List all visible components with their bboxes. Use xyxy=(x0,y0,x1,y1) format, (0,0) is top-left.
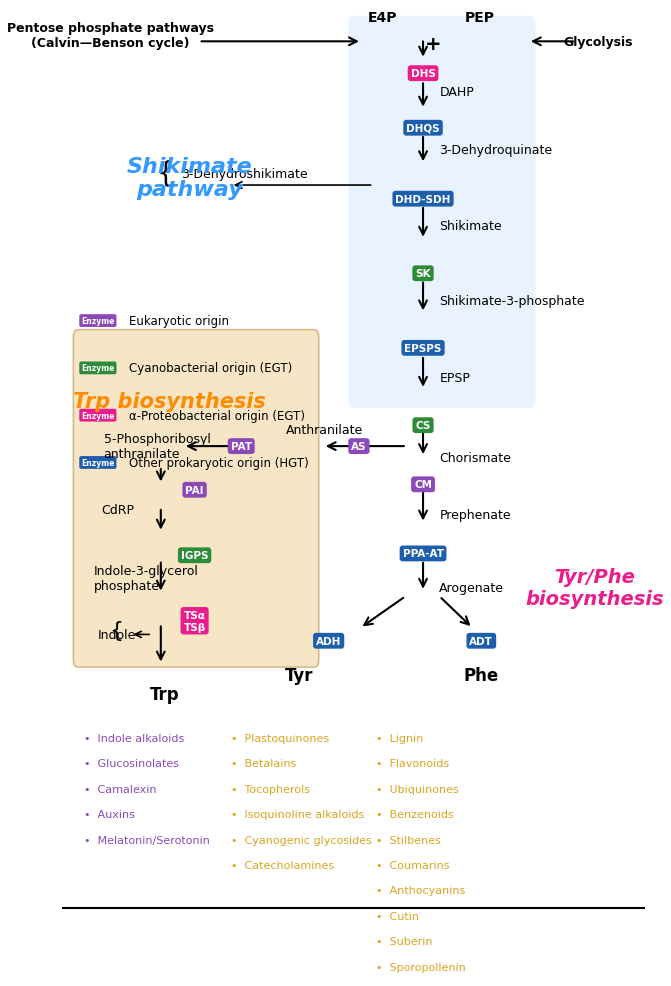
Text: {: { xyxy=(109,620,123,640)
Text: CM: CM xyxy=(414,480,432,490)
Text: •  Stilbenes: • Stilbenes xyxy=(376,835,442,845)
Text: SK: SK xyxy=(415,269,431,279)
Text: Enzyme: Enzyme xyxy=(81,411,115,420)
FancyBboxPatch shape xyxy=(348,17,535,408)
Text: DAHP: DAHP xyxy=(440,86,474,99)
Text: •  Suberin: • Suberin xyxy=(376,937,433,947)
Text: Other prokaryotic origin (HGT): Other prokaryotic origin (HGT) xyxy=(130,457,309,469)
Text: PAI: PAI xyxy=(185,485,204,495)
Text: Eukaryotic origin: Eukaryotic origin xyxy=(130,315,229,327)
Text: Tyr/Phe
biosynthesis: Tyr/Phe biosynthesis xyxy=(525,567,664,608)
Text: Glycolysis: Glycolysis xyxy=(563,35,633,48)
Text: Chorismate: Chorismate xyxy=(440,451,511,464)
Text: •  Ubiquinones: • Ubiquinones xyxy=(376,784,459,794)
Text: 3-Dehydroshikimate: 3-Dehydroshikimate xyxy=(181,168,308,180)
Text: CS: CS xyxy=(415,421,431,431)
Text: Indole-3-glycerol
phosphate: Indole-3-glycerol phosphate xyxy=(94,564,199,593)
Text: α-Proteobacterial origin (EGT): α-Proteobacterial origin (EGT) xyxy=(130,409,305,422)
Text: +: + xyxy=(425,35,442,53)
Text: •  Sporopollenin: • Sporopollenin xyxy=(376,962,466,972)
Text: 5-Phosphoribosyl
anthranilate: 5-Phosphoribosyl anthranilate xyxy=(104,433,211,460)
Text: Shikimate
pathway: Shikimate pathway xyxy=(127,157,253,200)
Text: •  Lignin: • Lignin xyxy=(376,733,424,742)
Text: Shikimate-3-phosphate: Shikimate-3-phosphate xyxy=(440,295,585,308)
Text: •  Benzenoids: • Benzenoids xyxy=(376,810,454,819)
Text: DHD-SDH: DHD-SDH xyxy=(395,194,451,204)
Text: •  Isoquinoline alkaloids: • Isoquinoline alkaloids xyxy=(231,810,364,819)
Text: Enzyme: Enzyme xyxy=(81,364,115,373)
Text: IGPS: IGPS xyxy=(181,551,209,561)
Text: •  Cutin: • Cutin xyxy=(376,911,419,921)
Text: Enzyme: Enzyme xyxy=(81,458,115,467)
Text: Cyanobacterial origin (EGT): Cyanobacterial origin (EGT) xyxy=(130,362,293,375)
Text: •  Anthocyanins: • Anthocyanins xyxy=(376,885,466,895)
Text: TSα
TSβ: TSα TSβ xyxy=(183,610,206,632)
Text: Anthranilate: Anthranilate xyxy=(286,424,363,437)
Text: •  Plastoquinones: • Plastoquinones xyxy=(231,733,329,742)
Text: ADT: ADT xyxy=(470,636,493,646)
Text: DHS: DHS xyxy=(411,69,435,79)
Text: PAT: PAT xyxy=(231,442,252,452)
Text: {: { xyxy=(156,160,174,188)
Text: DHQS: DHQS xyxy=(406,123,440,133)
Text: ADH: ADH xyxy=(316,636,342,646)
Text: •  Coumarins: • Coumarins xyxy=(376,860,450,870)
Text: Trp: Trp xyxy=(150,685,180,703)
Text: •  Indole alkaloids: • Indole alkaloids xyxy=(84,733,184,742)
Text: Arogenate: Arogenate xyxy=(440,581,505,594)
Text: PEP: PEP xyxy=(465,11,495,25)
Text: Shikimate: Shikimate xyxy=(440,219,502,233)
Text: Enzyme: Enzyme xyxy=(81,317,115,325)
Text: AS: AS xyxy=(351,442,366,452)
Text: Indole: Indole xyxy=(98,628,136,641)
Text: 3-Dehydroquinate: 3-Dehydroquinate xyxy=(440,144,552,157)
Text: EPSP: EPSP xyxy=(440,372,470,385)
FancyBboxPatch shape xyxy=(73,330,319,668)
Text: Pentose phosphate pathways
(Calvin—Benson cycle): Pentose phosphate pathways (Calvin—Benso… xyxy=(7,22,213,50)
Text: Tyr: Tyr xyxy=(285,667,314,684)
Text: •  Cyanogenic glycosides: • Cyanogenic glycosides xyxy=(231,835,372,845)
Text: •  Melatonin/Serotonin: • Melatonin/Serotonin xyxy=(84,835,210,845)
Text: •  Camalexin: • Camalexin xyxy=(84,784,156,794)
Text: •  Catecholamines: • Catecholamines xyxy=(231,860,334,870)
Text: •  Flavonoids: • Flavonoids xyxy=(376,758,450,768)
Text: Trp biosynthesis: Trp biosynthesis xyxy=(73,391,266,411)
Text: Prephenate: Prephenate xyxy=(440,509,511,522)
Text: Phe: Phe xyxy=(464,667,499,684)
Text: CdRP: CdRP xyxy=(101,504,134,517)
Text: •  Auxins: • Auxins xyxy=(84,810,135,819)
Text: •  Tocopherols: • Tocopherols xyxy=(231,784,310,794)
Text: •  Betalains: • Betalains xyxy=(231,758,296,768)
Text: E4P: E4P xyxy=(368,11,397,25)
Text: PPA-AT: PPA-AT xyxy=(403,549,444,559)
Text: EPSPS: EPSPS xyxy=(405,343,442,354)
Text: •  Glucosinolates: • Glucosinolates xyxy=(84,758,179,768)
